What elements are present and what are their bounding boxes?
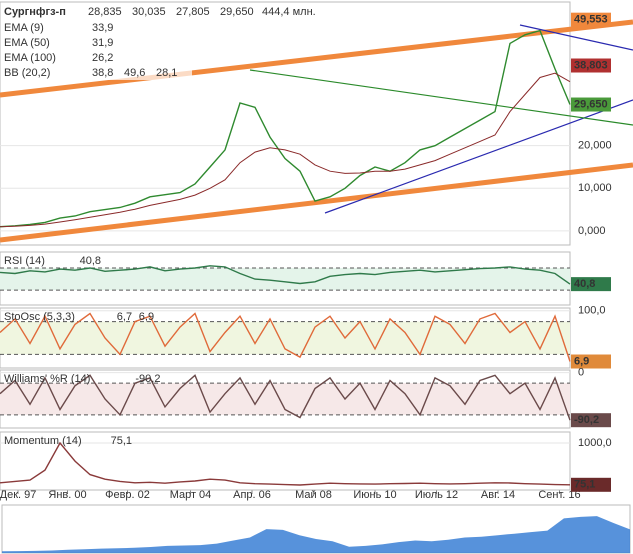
header-close: 29,650 xyxy=(220,6,254,18)
x-tick-label: Сент. 16 xyxy=(538,489,580,501)
x-tick-label: Апр. 06 xyxy=(233,489,271,501)
price-label-box xyxy=(571,58,611,73)
y-tick-label: 0 xyxy=(578,367,584,379)
header-volume: 444,4 млн. xyxy=(262,6,316,18)
series-line xyxy=(0,441,571,486)
navigator-area xyxy=(2,516,630,553)
price-label: 38,803 xyxy=(574,59,608,71)
price-label-box xyxy=(571,277,611,292)
x-tick-label: Авг. 14 xyxy=(481,489,515,501)
legend-value: 33,9 xyxy=(92,22,113,34)
x-tick-label: Янв. 00 xyxy=(48,489,86,501)
y-tick-label: 0,000 xyxy=(578,225,606,237)
price-label-box xyxy=(571,477,611,492)
panel-title: StoOsc (5,3,3) xyxy=(4,311,75,323)
trend-line xyxy=(519,24,633,51)
header-open: 28,835 xyxy=(88,6,122,18)
panel-value: 40,8 xyxy=(80,255,101,267)
x-tick-label: Февр. 02 xyxy=(105,489,150,501)
legend-value: 49,6 xyxy=(124,67,145,79)
price-label: -90,2 xyxy=(574,414,599,426)
price-label-box xyxy=(571,413,611,428)
legend-value: 38,8 xyxy=(92,67,113,79)
panel-value: 6,7 xyxy=(117,311,132,323)
legend-value: 31,9 xyxy=(92,37,113,49)
series-line xyxy=(0,72,571,228)
level-band xyxy=(0,268,570,291)
series-line xyxy=(0,312,571,362)
panel-title: RSI (14) xyxy=(4,255,45,267)
x-tick-label: Март 04 xyxy=(170,489,212,501)
panel-title: Momentum (14) xyxy=(4,435,82,447)
x-tick-label: Дек. 97 xyxy=(0,489,36,501)
legend-name: EMA (100) xyxy=(4,52,56,64)
y-tick-label: 20,000 xyxy=(578,140,612,152)
price-label: 40,8 xyxy=(574,278,595,290)
legend-bg xyxy=(2,66,192,80)
header-symbol: Сургнфгз-п xyxy=(4,6,66,18)
price-label: 49,553 xyxy=(574,14,608,26)
price-label-box xyxy=(571,97,611,112)
legend-bg xyxy=(2,51,192,65)
header-low: 27,805 xyxy=(176,6,210,18)
legend-bg xyxy=(2,36,192,50)
price-label: 29,650 xyxy=(574,98,608,110)
legend-name: EMA (9) xyxy=(4,22,44,34)
panel-title: Williams' %R (14) xyxy=(4,373,90,385)
series-line xyxy=(0,29,571,228)
y-tick-label: 100,0 xyxy=(578,305,606,317)
header-high: 30,035 xyxy=(132,6,166,18)
legend-value: 26,2 xyxy=(92,52,113,64)
panel-value: 75,1 xyxy=(111,435,132,447)
price-label-box xyxy=(571,12,611,27)
legend-name: BB (20,2) xyxy=(4,67,50,79)
panel-value: 6,9 xyxy=(139,311,154,323)
legend-bg xyxy=(2,21,192,35)
series-line xyxy=(0,374,571,421)
panel-value: -90,2 xyxy=(135,373,160,385)
price-label: 6,9 xyxy=(574,355,589,367)
panel xyxy=(0,431,571,491)
trend-line xyxy=(324,99,633,214)
x-tick-label: Июль 12 xyxy=(415,489,458,501)
x-tick-label: Июнь 10 xyxy=(353,489,396,501)
y-tick-label: 10,000 xyxy=(578,182,612,194)
legend-name: EMA (50) xyxy=(4,37,50,49)
trend-line xyxy=(0,162,633,243)
series-line xyxy=(0,265,571,285)
y-tick-label: 1000,0 xyxy=(578,437,612,449)
price-label-box xyxy=(571,354,611,369)
legend-value: 28,1 xyxy=(156,67,177,79)
trend-line xyxy=(249,69,633,126)
x-tick-label: Май 08 xyxy=(295,489,332,501)
price-label: 75,1 xyxy=(574,479,595,491)
